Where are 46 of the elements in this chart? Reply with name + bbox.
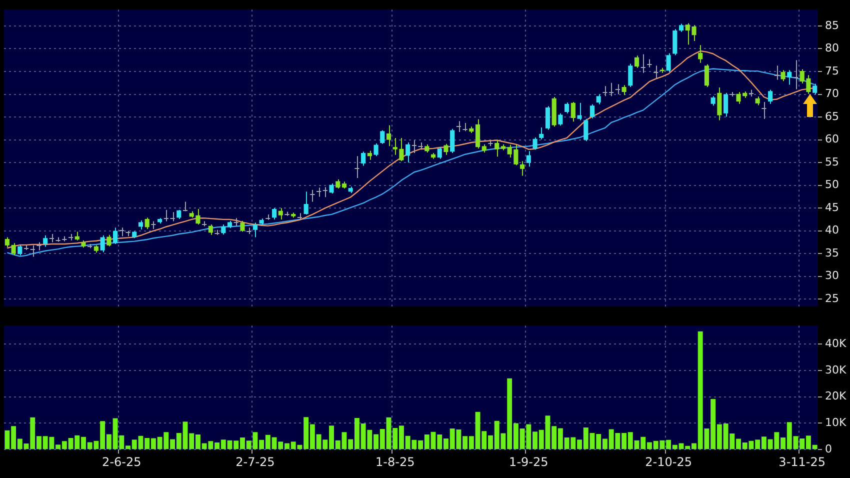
y-tick-label: 85: [825, 18, 839, 32]
candlestick: [240, 220, 245, 232]
x-tick-label: 2-7-25: [236, 454, 275, 469]
x-tick-label: 3-11-25: [778, 454, 826, 469]
x-tick-label: 1-9-25: [509, 454, 548, 469]
candlestick: [30, 244, 36, 258]
y-tick-label: 35: [825, 246, 839, 260]
y-tick-label: 0: [825, 442, 832, 456]
y-tick-label: 50: [825, 178, 839, 192]
x-tick-label: 2-10-25: [645, 454, 692, 469]
candlestick: [81, 240, 86, 248]
candlestick: [36, 242, 42, 251]
candlestick: [233, 218, 239, 226]
y-tick-label: 65: [825, 110, 839, 123]
candlestick: [316, 187, 322, 198]
candlestick: [761, 102, 767, 120]
y-tick-label: 60: [825, 132, 839, 146]
candlestick: [310, 189, 316, 202]
x-tick-label: 2-6-25: [102, 454, 142, 469]
candlestick: [182, 201, 188, 212]
y-tick-label: 55: [825, 155, 839, 168]
y-tick-label: 30K: [825, 363, 847, 376]
y-tick-label: 25: [825, 292, 839, 305]
candlestick: [118, 227, 124, 237]
candlestick: [614, 84, 620, 95]
x-tick-label: 1-8-25: [376, 454, 415, 469]
y-tick-label: 75: [825, 64, 839, 78]
candlestick: [653, 65, 659, 79]
candlestick: [646, 58, 652, 68]
y-tick-label: 70: [825, 87, 839, 100]
y-tick-label: 20K: [825, 390, 847, 403]
candlestick: [792, 60, 799, 90]
candlestick: [774, 65, 780, 80]
candlestick: [322, 186, 328, 198]
candlestick: [354, 156, 360, 179]
y-tick-label: 80: [825, 42, 839, 55]
candlestick: [418, 142, 424, 150]
candlestick: [456, 120, 462, 133]
y-tick-label: 40K: [825, 336, 847, 350]
candlestick: [577, 102, 582, 121]
y-tick-label: 30: [825, 269, 839, 282]
y-tick-label: 40: [825, 224, 839, 237]
y-tick-label: 45: [825, 200, 839, 214]
candlestick: [411, 140, 417, 154]
y-tick-label: 10K: [825, 416, 847, 430]
candlestick: [640, 54, 646, 74]
